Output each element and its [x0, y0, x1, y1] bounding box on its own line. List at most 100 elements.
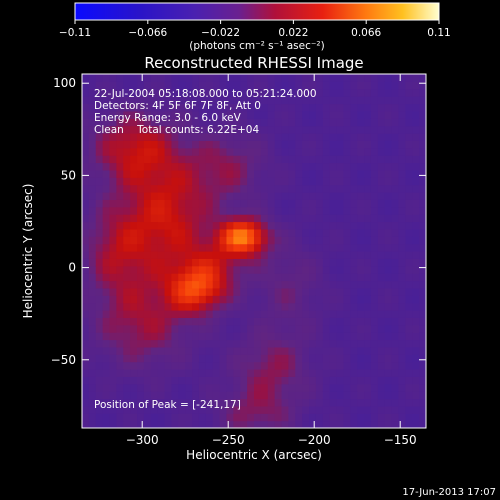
heat-cell	[116, 243, 124, 252]
heat-cell	[137, 228, 145, 237]
heat-cell	[205, 317, 214, 326]
heat-cell	[419, 74, 426, 82]
heat-cell	[343, 354, 351, 363]
heat-cell	[405, 376, 413, 385]
heat-cell	[364, 361, 372, 370]
heat-cell	[254, 280, 262, 289]
heat-cell	[288, 251, 296, 259]
heat-cell	[322, 295, 331, 304]
heat-cell	[309, 243, 317, 252]
heat-cell	[219, 118, 228, 127]
heat-cell	[350, 280, 358, 289]
heat-cell	[205, 251, 214, 259]
heat-cell	[336, 74, 345, 82]
heat-cell	[384, 133, 393, 141]
heat-cell	[178, 162, 186, 171]
heat-cell	[212, 184, 221, 193]
heat-cell	[233, 405, 241, 414]
heat-cell	[185, 383, 193, 392]
heat-cell	[357, 354, 365, 363]
heat-cell	[377, 147, 386, 156]
heat-cell	[178, 81, 186, 90]
heat-cell	[116, 317, 124, 326]
heat-cell	[212, 206, 221, 215]
info-line-detectors: Detectors: 4F 5F 6F 7F 8F, Att 0	[94, 100, 261, 112]
heat-cell	[315, 155, 324, 164]
heat-cell	[233, 346, 241, 355]
heat-cell	[254, 155, 262, 164]
heat-cell	[329, 258, 338, 267]
colorbar-tick-label: 0.066	[351, 27, 381, 39]
heat-cell	[329, 74, 338, 82]
heat-cell	[288, 339, 296, 348]
heat-cell	[233, 369, 241, 377]
heat-cell	[329, 295, 338, 304]
heat-cell	[123, 346, 131, 355]
heat-cell	[357, 96, 365, 105]
heat-cell	[254, 192, 262, 200]
heat-cell	[233, 273, 241, 282]
heat-cell	[130, 295, 138, 304]
heat-cell	[143, 376, 152, 385]
heat-cell	[185, 354, 193, 363]
heat-cell	[370, 317, 379, 326]
heat-cell	[302, 354, 310, 363]
heat-cell	[419, 383, 426, 392]
heat-cell	[260, 155, 269, 164]
heat-cell	[95, 184, 104, 193]
heat-cell	[336, 339, 345, 348]
heat-cell	[329, 354, 338, 363]
heat-cell	[102, 221, 111, 230]
heat-cell	[419, 332, 426, 341]
heat-cell	[150, 332, 159, 341]
heat-cell	[95, 206, 104, 215]
heat-cell	[274, 155, 283, 164]
heat-cell	[233, 184, 241, 193]
heat-cell	[384, 155, 393, 164]
heat-cell	[329, 103, 338, 112]
heat-cell	[405, 162, 413, 171]
heat-cell	[295, 251, 303, 259]
heat-cell	[377, 169, 386, 178]
colorbar-units-label: (photons cm⁻² s⁻¹ asec⁻²)	[189, 40, 324, 52]
heat-cell	[88, 177, 97, 186]
heat-cell	[377, 199, 386, 208]
heat-cell	[219, 383, 228, 392]
heat-cell	[109, 324, 117, 333]
heat-cell	[123, 302, 131, 311]
heat-cell	[398, 140, 406, 149]
heat-cell	[309, 324, 317, 333]
heat-cell	[95, 125, 104, 134]
heat-cell	[336, 184, 345, 193]
heat-cell	[95, 295, 104, 304]
heat-cell	[350, 354, 358, 363]
heat-cell	[405, 199, 413, 208]
heat-cell	[295, 310, 303, 318]
heat-cell	[357, 273, 365, 282]
heat-cell	[164, 391, 173, 400]
heat-cell	[281, 133, 289, 141]
heat-cell	[267, 354, 276, 363]
heat-cell	[171, 184, 179, 193]
heat-cell	[157, 339, 166, 348]
heat-cell	[205, 302, 214, 311]
heat-cell	[192, 103, 200, 112]
heat-cell	[233, 199, 241, 208]
heat-cell	[302, 228, 310, 237]
heat-cell	[123, 354, 131, 363]
heat-cell	[171, 177, 179, 186]
heat-cell	[198, 265, 207, 274]
heat-cell	[109, 383, 117, 392]
heat-cell	[240, 162, 248, 171]
heat-cell	[391, 184, 400, 193]
heat-cell	[192, 391, 200, 400]
heat-cell	[274, 228, 283, 237]
heat-cell	[364, 280, 372, 289]
heat-cell	[295, 361, 303, 370]
heat-cell	[364, 265, 372, 274]
heat-cell	[198, 177, 207, 186]
heat-cell	[226, 280, 234, 289]
heat-cell	[192, 221, 200, 230]
heat-cell	[357, 81, 365, 90]
heat-cell	[212, 324, 221, 333]
